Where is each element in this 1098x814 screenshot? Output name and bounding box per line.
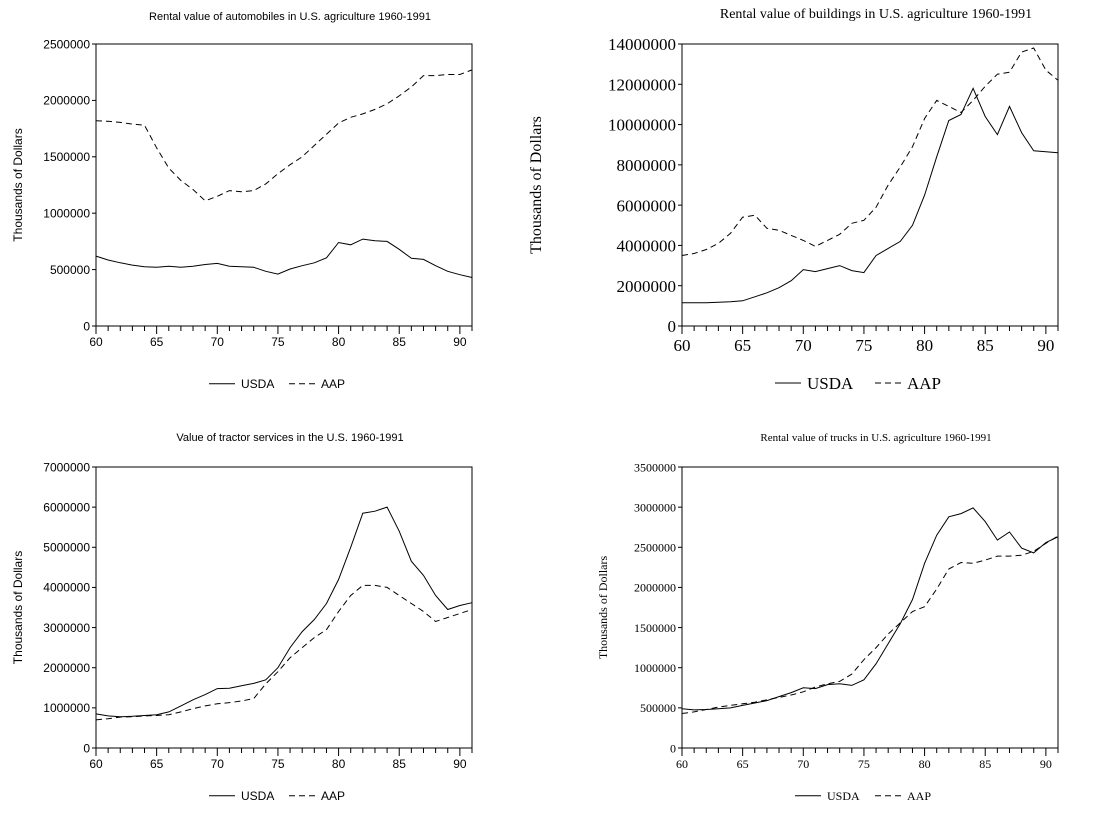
y-tick-label: 14000000 bbox=[608, 35, 676, 54]
chart-panel: Value of tractor services in the U.S. 19… bbox=[11, 432, 473, 803]
legend-label: AAP bbox=[907, 374, 941, 393]
x-tick-label: 60 bbox=[676, 757, 688, 771]
y-tick-label: 0 bbox=[83, 319, 90, 333]
x-tick-label: 70 bbox=[797, 757, 809, 771]
legend-label: AAP bbox=[321, 377, 345, 391]
y-tick-label: 1000000 bbox=[43, 701, 90, 715]
y-tick-label: 0 bbox=[668, 317, 677, 336]
y-tick-label: 2000000 bbox=[617, 277, 677, 296]
x-tick-label: 65 bbox=[737, 757, 749, 771]
y-tick-label: 2500000 bbox=[43, 37, 90, 51]
series-line-usda bbox=[681, 507, 1059, 711]
x-tick-label: 65 bbox=[734, 336, 751, 355]
x-tick-label: 85 bbox=[979, 757, 991, 771]
chart-title: Rental value of buildings in U.S. agricu… bbox=[720, 7, 1032, 22]
chart-panel: Rental value of automobiles in U.S. agri… bbox=[11, 11, 473, 391]
x-tick-label: 75 bbox=[271, 335, 285, 349]
y-tick-label: 7000000 bbox=[43, 460, 90, 474]
x-tick-label: 60 bbox=[674, 336, 691, 355]
y-tick-label: 2000000 bbox=[43, 661, 90, 675]
x-tick-label: 90 bbox=[1040, 757, 1052, 771]
x-tick-label: 80 bbox=[919, 757, 931, 771]
legend-label: USDA bbox=[241, 377, 274, 391]
legend-label: AAP bbox=[321, 789, 345, 803]
series-line-aap bbox=[681, 535, 1059, 714]
x-tick-label: 65 bbox=[150, 757, 164, 771]
y-tick-label: 3000000 bbox=[43, 621, 90, 635]
legend: USDA AAP bbox=[209, 789, 345, 803]
y-tick-label: 8000000 bbox=[617, 156, 677, 175]
plot-frame bbox=[95, 43, 473, 327]
x-tick-label: 90 bbox=[453, 757, 467, 771]
x-tick-label: 70 bbox=[211, 757, 225, 771]
y-tick-label: 500000 bbox=[50, 263, 90, 277]
chart-title: Rental value of trucks in U.S. agricultu… bbox=[760, 432, 991, 444]
plot-frame bbox=[681, 466, 1059, 749]
y-tick-label: 1500000 bbox=[634, 621, 676, 635]
y-tick-label: 4000000 bbox=[43, 581, 90, 595]
series-line-aap bbox=[95, 584, 473, 721]
x-tick-label: 60 bbox=[89, 757, 103, 771]
chart-title: Value of tractor services in the U.S. 19… bbox=[176, 432, 403, 444]
series-line-usda bbox=[682, 87, 1059, 304]
legend: USDA AAP bbox=[775, 374, 941, 393]
x-tick-label: 70 bbox=[795, 336, 812, 355]
y-tick-label: 2500000 bbox=[634, 541, 676, 555]
chart-title: Rental value of automobiles in U.S. agri… bbox=[149, 11, 431, 23]
x-tick-label: 70 bbox=[211, 335, 225, 349]
x-tick-label: 90 bbox=[453, 335, 467, 349]
x-tick-label: 80 bbox=[916, 336, 933, 355]
chart-panel: Rental value of buildings in U.S. agricu… bbox=[528, 7, 1059, 393]
legend-label: USDA bbox=[807, 374, 854, 393]
y-axis-label: Thousands of Dollars bbox=[11, 551, 25, 664]
plot-frame bbox=[681, 43, 1059, 327]
series-line-aap bbox=[681, 47, 1059, 256]
x-tick-label: 75 bbox=[855, 336, 872, 355]
x-tick-label: 90 bbox=[1037, 336, 1054, 355]
x-tick-label: 85 bbox=[393, 335, 407, 349]
y-axis-label: Thousands of Dollars bbox=[528, 116, 545, 254]
y-tick-label: 0 bbox=[670, 741, 676, 755]
x-tick-label: 60 bbox=[89, 335, 103, 349]
series-line-usda bbox=[95, 238, 473, 278]
y-tick-label: 1500000 bbox=[43, 150, 90, 164]
y-tick-label: 5000000 bbox=[43, 541, 90, 555]
y-tick-label: 0 bbox=[83, 741, 90, 755]
y-tick-label: 1000000 bbox=[43, 207, 90, 221]
y-tick-label: 10000000 bbox=[608, 116, 676, 135]
y-tick-label: 6000000 bbox=[617, 196, 677, 215]
y-tick-label: 2000000 bbox=[43, 94, 90, 108]
legend: USDA AAP bbox=[795, 789, 931, 803]
y-tick-label: 500000 bbox=[640, 701, 676, 715]
y-tick-label: 1000000 bbox=[634, 661, 676, 675]
x-tick-label: 80 bbox=[332, 335, 346, 349]
x-tick-label: 85 bbox=[977, 336, 994, 355]
x-tick-label: 80 bbox=[332, 757, 346, 771]
y-tick-label: 6000000 bbox=[43, 500, 90, 514]
x-tick-label: 65 bbox=[150, 335, 164, 349]
chart-panel: Rental value of trucks in U.S. agricultu… bbox=[596, 432, 1059, 803]
y-axis-label: Thousands of Dollars bbox=[11, 128, 25, 241]
y-axis-label: Thousands of Dollars bbox=[596, 556, 610, 660]
y-tick-label: 3000000 bbox=[634, 500, 676, 514]
series-line-aap bbox=[95, 69, 473, 202]
x-tick-label: 75 bbox=[271, 757, 285, 771]
x-tick-label: 75 bbox=[858, 757, 870, 771]
y-tick-label: 4000000 bbox=[617, 237, 677, 256]
plot-frame bbox=[95, 466, 473, 749]
legend-label: USDA bbox=[827, 789, 860, 803]
series-line-usda bbox=[95, 506, 473, 718]
y-tick-label: 12000000 bbox=[608, 75, 676, 94]
legend: USDA AAP bbox=[209, 377, 345, 391]
x-tick-label: 85 bbox=[393, 757, 407, 771]
y-tick-label: 3500000 bbox=[634, 460, 676, 474]
legend-label: USDA bbox=[241, 789, 274, 803]
y-tick-label: 2000000 bbox=[634, 581, 676, 595]
legend-label: AAP bbox=[907, 789, 931, 803]
